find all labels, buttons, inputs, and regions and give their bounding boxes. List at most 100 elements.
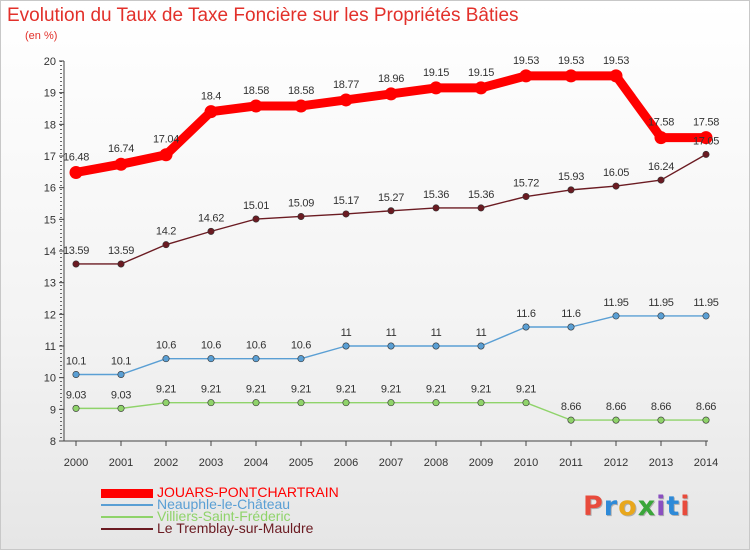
data-point (702, 150, 710, 158)
series-jouars-pontchartrain (69, 69, 713, 179)
data-label: 11 (431, 327, 442, 339)
y-tick-label: 16 (44, 183, 56, 195)
data-label: 10.6 (246, 340, 266, 352)
data-label: 11 (341, 327, 352, 339)
data-label: 9.21 (516, 384, 536, 396)
data-point (657, 416, 665, 424)
series-neauphle-le-chateau (72, 312, 710, 378)
data-labels: 10.1 10.1 10.6 10.6 10.6 10.6 11 11 11 11 11.6 11.6… (63, 55, 720, 413)
data-point (702, 312, 710, 320)
data-label: 10.1 (66, 356, 86, 368)
legend-swatch (101, 516, 153, 518)
data-point (657, 176, 665, 184)
x-tick-label: 2012 (604, 457, 628, 469)
data-point (297, 355, 305, 363)
data-point (387, 342, 395, 350)
data-point (72, 260, 80, 268)
data-point (432, 342, 440, 350)
data-label: 13.59 (108, 245, 134, 257)
x-tick-label: 2013 (649, 457, 673, 469)
data-label: 10.1 (111, 356, 131, 368)
data-point (72, 404, 80, 412)
x-tick-label: 2007 (379, 457, 403, 469)
y-tick-label: 9 (50, 404, 56, 416)
y-tick-label: 13 (44, 278, 56, 290)
legend-label: JOUARS-PONTCHARTRAIN (157, 484, 339, 500)
data-label: 16.48 (63, 151, 89, 163)
data-point (117, 370, 125, 378)
data-point (612, 416, 620, 424)
data-label: 9.21 (336, 384, 356, 396)
data-label: 19.53 (558, 55, 584, 67)
data-label: 15.72 (513, 178, 539, 190)
x-tick-label: 2005 (289, 457, 313, 469)
data-label: 11.95 (693, 297, 718, 309)
series-lines (69, 69, 713, 424)
data-point (387, 399, 395, 407)
data-point (477, 342, 485, 350)
data-label: 8.66 (561, 401, 581, 413)
data-label: 8.66 (606, 401, 626, 413)
legend-item: Le Tremblay-sur-Mauldre (101, 521, 339, 535)
legend-swatch (101, 488, 153, 498)
data-point (69, 165, 83, 179)
data-label: 9.21 (381, 384, 401, 396)
data-label: 16.05 (603, 167, 629, 179)
data-label: 18.4 (201, 91, 221, 103)
data-label: 18.77 (333, 79, 359, 91)
data-point (297, 399, 305, 407)
legend-item: JOUARS-PONTCHARTRAIN (101, 484, 339, 500)
data-label: 9.03 (111, 389, 131, 401)
data-point (159, 148, 173, 162)
logo-letter: t (666, 491, 681, 522)
data-label: 19.15 (423, 67, 449, 79)
data-point (477, 399, 485, 407)
data-label: 11 (476, 327, 487, 339)
data-point (72, 370, 80, 378)
x-tick-label: 2004 (244, 457, 268, 469)
data-point (522, 323, 530, 331)
data-point (249, 99, 263, 113)
data-point (522, 193, 530, 201)
x-tick-label: 2002 (154, 457, 178, 469)
x-tick-label: 2000 (64, 457, 88, 469)
data-label: 10.6 (156, 340, 176, 352)
data-label: 15.01 (243, 200, 269, 212)
x-tick-label: 2008 (424, 457, 448, 469)
data-point (387, 207, 395, 215)
data-point (207, 399, 215, 407)
y-tick-label: 10 (44, 373, 56, 385)
data-label: 17.04 (153, 134, 179, 146)
logo-letter: o (618, 491, 638, 522)
data-point (657, 312, 665, 320)
data-point (477, 204, 485, 212)
data-label: 14.2 (156, 226, 176, 238)
series-le-tremblay-sur-mauldre (72, 150, 710, 268)
proxiti-logo: Proxiti (583, 491, 691, 522)
logo-letter: x (637, 491, 657, 522)
data-point (252, 399, 260, 407)
data-point (612, 182, 620, 190)
data-label: 19.53 (513, 55, 539, 67)
data-point (567, 416, 575, 424)
series-villiers-saint-frederic (72, 399, 710, 424)
data-point (342, 399, 350, 407)
x-tick-label: 2009 (469, 457, 493, 469)
legend-item: Villiers-Saint-Fréderic (101, 509, 339, 523)
data-label: 17.05 (693, 135, 719, 147)
data-label: 9.21 (471, 384, 491, 396)
data-point (384, 87, 398, 101)
data-label: 11.95 (603, 297, 628, 309)
data-point (117, 404, 125, 412)
data-point (609, 69, 623, 83)
data-point (162, 399, 170, 407)
data-point (429, 81, 443, 95)
data-label: 10.6 (201, 340, 221, 352)
unit-label: (en %) (25, 30, 58, 42)
data-label: 14.62 (198, 212, 224, 224)
y-tick-label: 17 (44, 151, 56, 163)
legend: JOUARS-PONTCHARTRAIN Neauphle-le-Château V… (101, 484, 339, 535)
data-label: 15.36 (468, 189, 494, 201)
